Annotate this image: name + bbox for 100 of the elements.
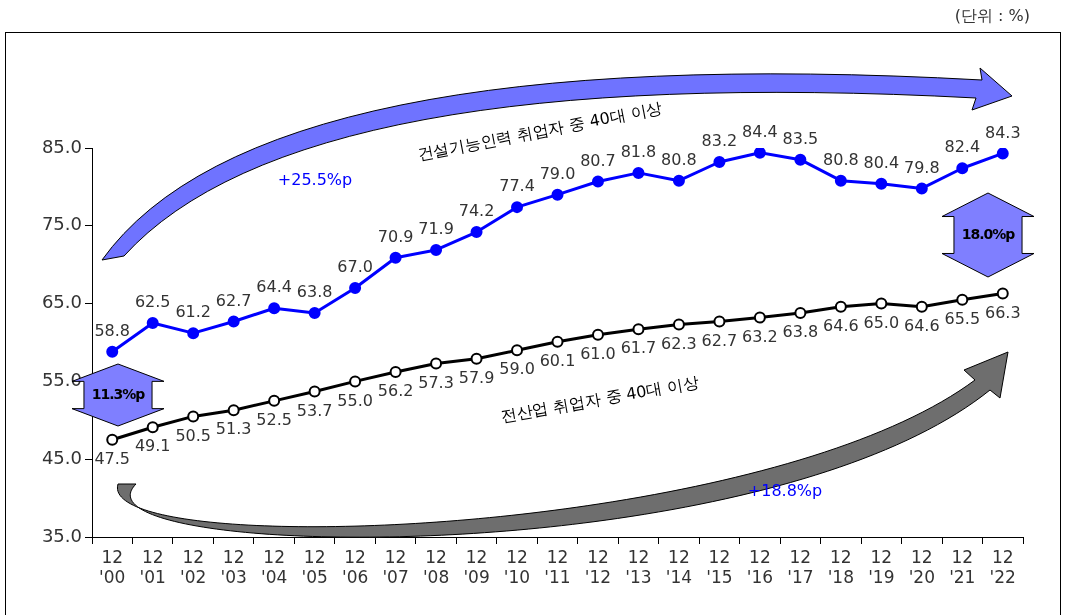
point: [956, 293, 969, 306]
data-label: 80.8: [661, 149, 697, 169]
point: [349, 375, 362, 388]
data-label: 66.3: [984, 302, 1021, 322]
data-label: 61.0: [580, 343, 616, 363]
point: [268, 394, 281, 407]
data-label: 63.8: [296, 282, 333, 302]
data-label: 80.8: [823, 149, 859, 169]
data-label: 63.2: [742, 326, 778, 346]
y-tick-label: 75.0: [41, 213, 82, 235]
point: [834, 300, 847, 313]
data-label: 59.0: [499, 359, 535, 379]
point: [430, 243, 443, 256]
point: [591, 328, 604, 341]
point: [794, 153, 807, 166]
point: [753, 148, 766, 159]
data-label: 52.5: [256, 410, 292, 430]
annotation: 18.0%p: [961, 226, 1016, 242]
point: [187, 410, 200, 423]
point: [591, 175, 604, 188]
data-label: 55.0: [337, 390, 373, 410]
point: [834, 174, 847, 187]
point: [794, 306, 807, 319]
data-label: 57.3: [418, 372, 454, 392]
data-label: 65.0: [863, 312, 900, 332]
data-label: 63.8: [782, 322, 819, 342]
point: [470, 226, 483, 239]
data-label: 83.5: [782, 128, 819, 148]
x-tick-label: 12 '10: [503, 546, 531, 588]
point: [875, 177, 888, 190]
point: [227, 315, 240, 328]
point: [106, 433, 119, 446]
data-label: 77.4: [499, 176, 535, 196]
point: [308, 385, 321, 398]
x-tick-label: 12 '18: [827, 546, 854, 588]
point: [672, 318, 685, 331]
point: [996, 148, 1009, 160]
data-label: 74.2: [458, 201, 495, 221]
point: [996, 287, 1009, 300]
data-label: 58.8: [94, 320, 131, 340]
y-tick-label: 45.0: [41, 446, 82, 468]
data-label: 53.7: [296, 400, 333, 420]
point: [915, 182, 928, 195]
data-label: 71.9: [418, 219, 454, 239]
data-label: 79.0: [539, 163, 576, 183]
x-tick-label: 12 '02: [180, 546, 207, 588]
data-label: 83.2: [701, 131, 738, 151]
data-label: 62.7: [215, 290, 252, 310]
data-label: 79.8: [903, 157, 940, 177]
x-tick-label: 12 '22: [989, 546, 1016, 588]
data-label: 62.3: [661, 333, 697, 353]
point: [875, 297, 888, 310]
x-tick-label: 12 '15: [706, 546, 733, 588]
y-tick-label: 55.0: [41, 369, 82, 391]
annotation: 11.3%p: [91, 386, 146, 402]
data-label: 67.0: [337, 257, 373, 277]
point: [511, 344, 524, 357]
data-label: 80.4: [863, 152, 900, 172]
x-tick-label: 12 '01: [139, 546, 166, 588]
point: [915, 300, 928, 313]
point: [551, 188, 564, 201]
annotation: +18.8%p: [747, 480, 823, 500]
x-tick-label: 12 '05: [301, 546, 328, 588]
annotation: +25.5%p: [277, 169, 353, 189]
point: [511, 201, 524, 214]
x-tick-label: 12 '06: [341, 546, 369, 588]
x-tick-label: 12 '17: [787, 546, 814, 588]
x-tick-label: 12 '13: [625, 546, 652, 588]
point: [713, 156, 726, 168]
y-tick-label: 35.0: [41, 524, 82, 546]
data-label: 64.6: [903, 315, 940, 335]
point: [389, 366, 402, 379]
x-tick-label: 12 '09: [463, 546, 490, 588]
data-label: 49.1: [134, 436, 171, 456]
x-tick-label: 12 '20: [908, 546, 935, 588]
data-label: 61.7: [620, 338, 657, 358]
point: [268, 302, 281, 315]
point: [389, 251, 402, 264]
point: [713, 315, 726, 328]
y-tick-label: 85.0: [41, 135, 82, 157]
data-label: 84.3: [984, 122, 1021, 142]
data-label: 61.2: [175, 302, 212, 322]
y-tick-label: 65.0: [41, 291, 82, 313]
data-label: 70.9: [377, 226, 414, 246]
x-tick-label: 12 '14: [665, 546, 693, 588]
x-tick-label: 12 '08: [422, 546, 450, 588]
data-label: 47.5: [94, 448, 131, 468]
x-tick-label: 12 '04: [261, 546, 288, 588]
data-label: 50.5: [175, 425, 212, 445]
x-tick-label: 12 '03: [220, 546, 247, 588]
data-label: 57.9: [458, 367, 495, 387]
point: [146, 317, 159, 330]
x-tick-label: 12 '21: [949, 546, 976, 588]
point: [632, 166, 645, 179]
data-label: 64.4: [256, 277, 292, 297]
data-label: 51.3: [215, 419, 252, 439]
data-label: 64.6: [823, 315, 859, 335]
point: [106, 345, 119, 358]
point: [470, 352, 483, 365]
data-label: 80.7: [580, 150, 616, 170]
